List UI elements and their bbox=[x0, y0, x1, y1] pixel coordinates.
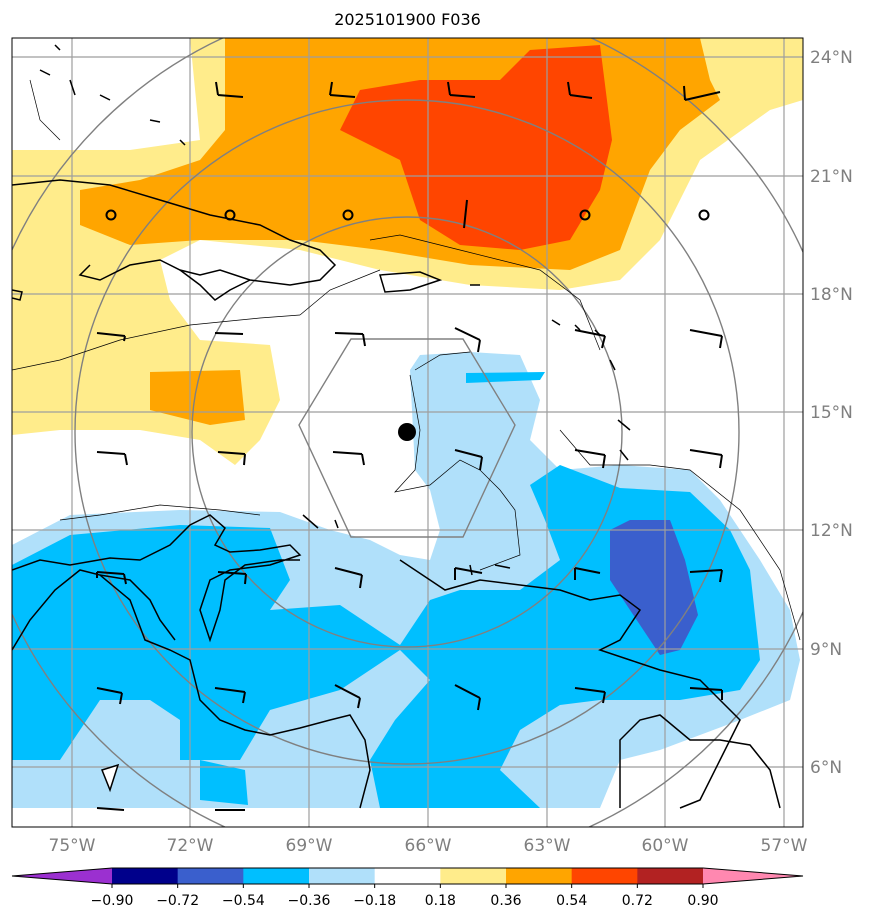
colorbar-tick-label: −0.72 bbox=[156, 893, 199, 909]
longitude-labels: 75°W 72°W 69°W 66°W 63°W 60°W 57°W bbox=[49, 836, 808, 856]
colorbar-tick-label: 0.18 bbox=[425, 893, 456, 909]
colorbar-segment bbox=[243, 868, 310, 884]
range-rings bbox=[12, 38, 803, 827]
map-title: 2025101900 F036 bbox=[334, 10, 481, 29]
lat-label: 6°N bbox=[810, 758, 842, 778]
anomaly-fill-skyblue-center bbox=[466, 372, 545, 383]
lon-label: 69°W bbox=[286, 836, 333, 856]
lon-label: 57°W bbox=[761, 836, 808, 856]
calm-wind-markers bbox=[105, 209, 710, 221]
anomaly-fill-red-north bbox=[340, 45, 612, 250]
colorbar-segment bbox=[440, 868, 507, 884]
colorbar-extend-low bbox=[12, 868, 112, 884]
lon-label: 75°W bbox=[49, 836, 96, 856]
grid-lines bbox=[12, 38, 803, 827]
colorbar-segment bbox=[506, 868, 573, 884]
colorbar-tick-label: 0.72 bbox=[622, 893, 653, 909]
storm-center-marker bbox=[398, 423, 416, 441]
colorbar-tick-label: 0.54 bbox=[556, 893, 587, 909]
lat-label: 9°N bbox=[810, 640, 842, 660]
wind-barbs bbox=[96, 81, 723, 811]
map-panel bbox=[12, 38, 803, 827]
lon-label: 63°W bbox=[524, 836, 571, 856]
lat-label: 24°N bbox=[810, 48, 853, 68]
colorbar-segment bbox=[112, 868, 179, 884]
colorbar-extend-high bbox=[703, 868, 803, 884]
anomaly-fill-skyblue bbox=[12, 465, 760, 808]
colorbar-segment bbox=[637, 868, 704, 884]
colorbar-segment bbox=[374, 868, 441, 884]
colorbar-segment bbox=[177, 868, 244, 884]
colorbar-tick-label: 0.36 bbox=[490, 893, 521, 909]
colorbar-segment bbox=[571, 868, 638, 884]
lon-label: 72°W bbox=[167, 836, 214, 856]
lat-label: 21°N bbox=[810, 167, 853, 187]
colorbar-segment bbox=[309, 868, 376, 884]
lat-label: 12°N bbox=[810, 521, 853, 541]
anomaly-fill-skyblue-sw bbox=[200, 760, 248, 805]
lat-label: 15°N bbox=[810, 403, 853, 423]
country-borders bbox=[12, 79, 801, 641]
map-frame bbox=[11, 37, 804, 828]
lat-label: 18°N bbox=[810, 285, 853, 305]
lon-label: 66°W bbox=[405, 836, 452, 856]
coastlines bbox=[12, 44, 781, 809]
colorbar-tick-label: −0.54 bbox=[222, 893, 265, 909]
colorbar-tick-label: 0.90 bbox=[687, 893, 718, 909]
colorbar-tick-label: −0.90 bbox=[91, 893, 134, 909]
anomaly-fill-royalblue bbox=[610, 520, 698, 655]
colorbar-tick-label: −0.36 bbox=[288, 893, 331, 909]
colorbar-tick-label: −0.18 bbox=[353, 893, 396, 909]
latitude-labels: 24°N 21°N 18°N 15°N 12°N 9°N 6°N bbox=[810, 48, 853, 778]
anomaly-fill-orange-west bbox=[150, 370, 245, 425]
colorbar: −0.90 −0.72 −0.54 −0.36 −0.18 0.18 0.36 0.54 0.7… bbox=[11, 867, 804, 909]
lon-label: 60°W bbox=[642, 836, 689, 856]
